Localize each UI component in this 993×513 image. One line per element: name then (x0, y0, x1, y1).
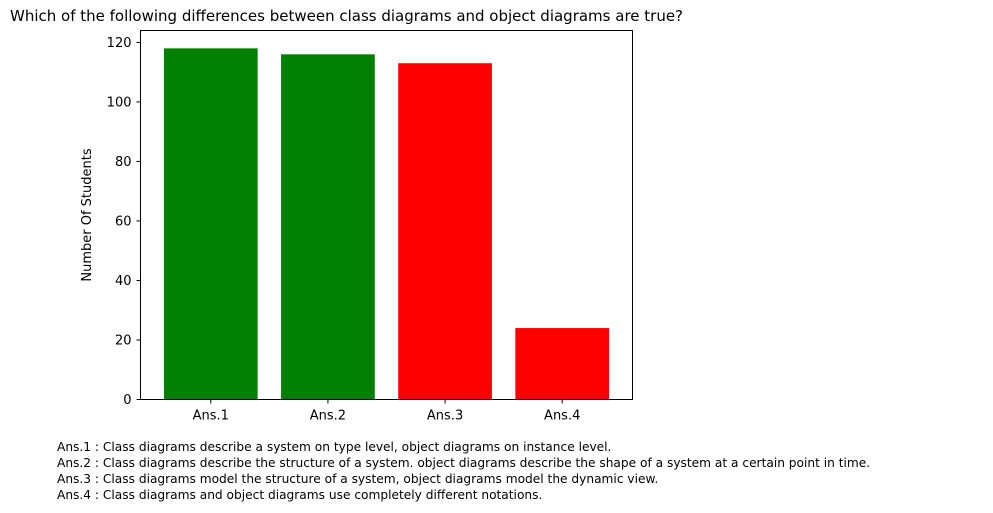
x-tick-label: Ans.3 (427, 409, 463, 424)
y-tick-label: 20 (115, 333, 132, 348)
bars (163, 48, 610, 400)
y-tick-label: 0 (123, 393, 131, 408)
chart-title: Which of the following differences betwe… (10, 7, 684, 25)
y-axis: 0 20 40 60 80 100 120 (107, 36, 141, 408)
note-ans-3: Ans.3 : Class diagrams model the structu… (57, 472, 659, 486)
x-tick-label: Ans.4 (544, 409, 580, 424)
y-tick-label: 60 (115, 214, 132, 229)
x-tick-label: Ans.2 (310, 409, 346, 424)
answer-notes: Ans.1 : Class diagrams describe a system… (57, 439, 870, 503)
bar-ans-2 (281, 54, 375, 400)
y-tick-label: 120 (107, 36, 132, 51)
bar-ans-4 (515, 328, 610, 400)
y-axis-label: Number Of Students (80, 148, 95, 281)
note-ans-4: Ans.4 : Class diagrams and object diagra… (57, 488, 543, 502)
bar-ans-3 (398, 63, 492, 400)
bar-ans-1 (163, 48, 258, 400)
x-axis: Ans.1 Ans.2 Ans.3 Ans.4 (193, 399, 580, 424)
note-ans-2: Ans.2 : Class diagrams describe the stru… (57, 456, 871, 470)
y-tick-label: 80 (115, 155, 132, 170)
plot-frame (140, 30, 633, 400)
y-tick-label: 40 (115, 274, 132, 289)
y-tick-label: 100 (107, 95, 132, 110)
x-tick-label: Ans.1 (193, 409, 229, 424)
note-ans-1: Ans.1 : Class diagrams describe a system… (57, 440, 612, 454)
